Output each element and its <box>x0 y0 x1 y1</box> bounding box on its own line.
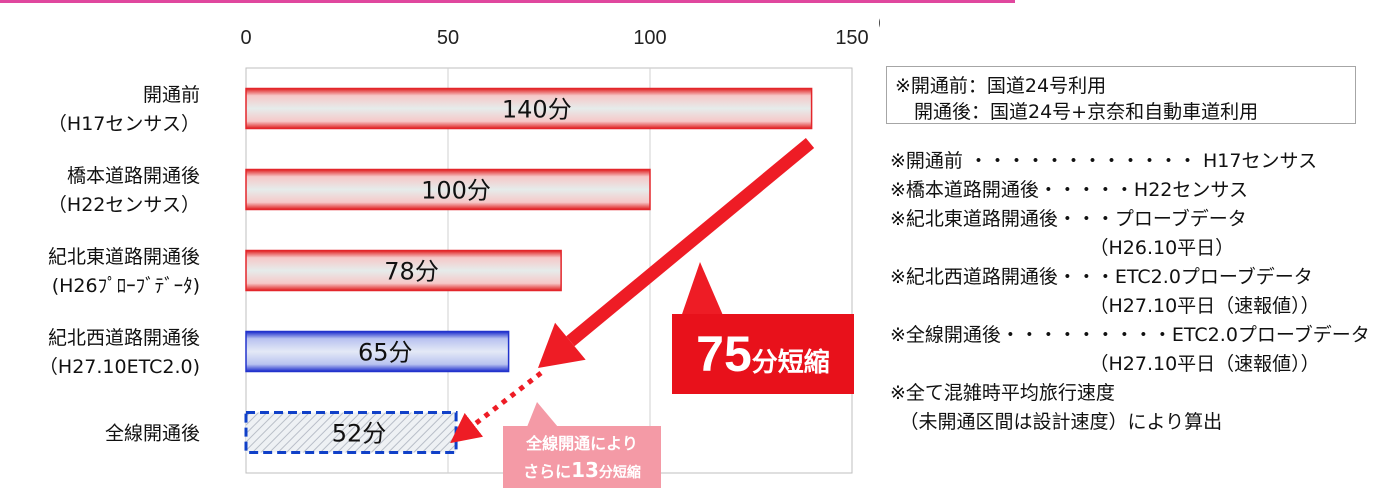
note-line: ※全線開通後・・・・・・・・・ETC2.0プローブデータ <box>890 324 1370 346</box>
header-accent-line <box>0 0 1015 3</box>
category-label: (H26ﾌﾟﾛｰﾌﾞﾃﾞｰﾀ) <box>52 275 200 297</box>
reduction-number: 75 <box>696 326 752 382</box>
route-note-line-1: ※開通前：国道24号利用 <box>895 75 1107 97</box>
note-line: （H27.10平日（速報値）） <box>890 353 1320 375</box>
x-tick-label: 0 <box>240 27 251 49</box>
category-label: 紀北東道路開通後 <box>48 246 200 268</box>
note-line: ※全て混雑時平均旅行速度 <box>890 382 1115 404</box>
note-line: （H26.10平日） <box>890 237 1235 259</box>
callout-line-1: 全線開通により <box>526 434 638 453</box>
category-label: 橋本道路開通後 <box>67 165 200 187</box>
x-tick-label: 50 <box>437 27 459 49</box>
reduction-arrowhead <box>538 322 586 368</box>
category-label: 紀北西道路開通後 <box>48 327 200 349</box>
note-line: ※紀北東道路開通後・・・プローブデータ <box>890 208 1247 230</box>
callout-suffix: 分短縮 <box>598 465 641 481</box>
bar <box>245 330 510 373</box>
category-label: 開通前 <box>143 84 200 106</box>
x-tick-label: 100 <box>633 27 666 49</box>
note-line: ※開通前 ・・・・・・・・・・・・ H17センサス <box>890 150 1318 172</box>
category-label: （H17センサス） <box>48 113 200 135</box>
bar-value-label: 140分 <box>502 96 572 124</box>
bar-chart: 0 50 100 150 （分） 140分 100分 78分 65分 52分 開通前 （H17セ… <box>39 13 880 474</box>
bar-value-label: 65分 <box>358 339 413 367</box>
reduction-badge: 75分短縮 <box>672 314 854 394</box>
additional-reduction-callout: 全線開通により さらに13分短縮 <box>503 426 661 488</box>
bar-value-label: 78分 <box>384 258 439 286</box>
category-label: （H22センサス） <box>48 194 200 216</box>
unit-label: （分） <box>866 13 880 35</box>
bar <box>245 249 562 292</box>
note-line: （H27.10平日（速報値）） <box>890 295 1320 317</box>
reduction-badge-pointer <box>680 262 725 320</box>
bar <box>244 411 458 454</box>
x-tick-label: 150 <box>835 27 868 49</box>
bar <box>245 168 651 211</box>
bar <box>245 87 813 130</box>
category-label: （H27.10ETC2.0) <box>39 356 200 378</box>
callout-prefix: さらに <box>523 462 572 481</box>
reduction-unit: 分短縮 <box>751 347 830 377</box>
route-note-line-2: 開通後：国道24号+京奈和自動車道利用 <box>895 101 1259 123</box>
route-note-box: ※開通前：国道24号利用 開通後：国道24号+京奈和自動車道利用 <box>886 66 1356 124</box>
reduction-arrow-shaft <box>566 137 815 347</box>
callout-pointer <box>527 402 558 427</box>
note-line: （未開通区間は設計速度）により算出 <box>890 411 1223 433</box>
category-label: 全線開通後 <box>105 423 200 445</box>
bar-value-label: 52分 <box>332 420 387 448</box>
callout-number: 13 <box>571 458 599 482</box>
note-line: ※橋本道路開通後・・・・・H22センサス <box>890 179 1249 201</box>
note-line: ※紀北西道路開通後・・・ETC2.0プローブデータ <box>890 266 1313 288</box>
bar-value-label: 100分 <box>421 177 491 205</box>
